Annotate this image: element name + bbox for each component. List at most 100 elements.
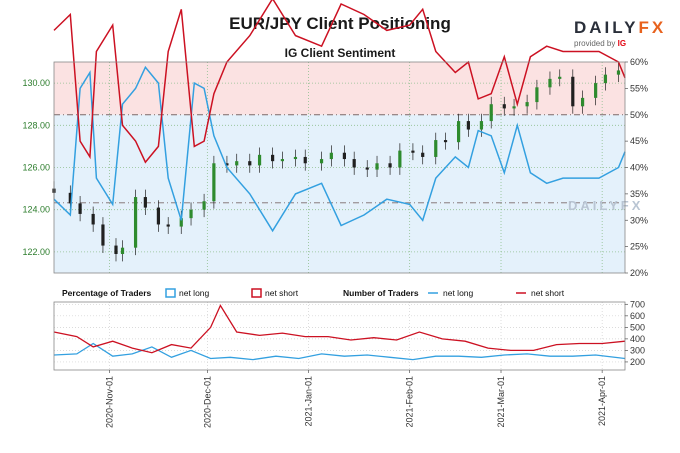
date-axis: 2020-Nov-01 2020-Dec-01 2021-Jan-01 2021-Fe… [104, 370, 607, 428]
candle-body [443, 140, 448, 143]
price-tick-label: 130.00 [22, 78, 50, 88]
percentage-axis: 60% 55% 50% 45% 40% 35% 30% 25% 20% [625, 57, 648, 278]
candle-body [189, 209, 193, 219]
candle-body [120, 247, 125, 255]
date-tick-label: 2021-Apr-01 [597, 376, 607, 426]
candle-body [179, 218, 183, 227]
count-tick-label: 300 [630, 345, 645, 355]
candle-body [571, 76, 575, 107]
percentage-tick-label: 50% [630, 110, 648, 120]
count-tick-label: 700 [630, 299, 645, 309]
logo-word-a: DAILY [574, 18, 639, 37]
legend-pct-title: Percentage of Traders [62, 288, 152, 298]
candle-body [375, 163, 379, 170]
chart-subtitle: IG Client Sentiment [284, 46, 396, 60]
candle-body [166, 224, 170, 227]
top-panel-lower-shade [54, 114, 625, 273]
candle-body [235, 161, 239, 166]
date-tick-label: 2020-Nov-01 [104, 376, 114, 428]
count-tick-label: 400 [630, 334, 645, 344]
percentage-tick-label: 60% [630, 57, 648, 67]
percentage-tick-label: 35% [630, 189, 648, 199]
candle-body [280, 159, 284, 162]
candle-body [535, 87, 539, 103]
legend: Percentage of Traders net long net short… [62, 288, 565, 298]
count-tick-label: 600 [630, 311, 645, 321]
candle-body [202, 201, 206, 210]
bottom-panel-grid [54, 302, 625, 370]
legend-num-short: net short [531, 288, 565, 298]
candle-body [342, 152, 346, 160]
candle-body [257, 154, 262, 166]
legend-pct-long: net long [179, 288, 210, 298]
logo-wordmark: DAILYFX [574, 18, 674, 38]
candle-body [548, 78, 552, 88]
candle-body [616, 70, 621, 75]
candle-body [329, 152, 333, 160]
top-panel-reference-lines [54, 114, 625, 204]
date-tick-label: 2020-Dec-01 [202, 376, 212, 428]
percentage-tick-label: 40% [630, 163, 648, 173]
top-panel-upper-shade [54, 62, 625, 115]
percentage-tick-label: 25% [630, 242, 648, 252]
percentage-tick-label: 55% [630, 83, 648, 93]
price-tick-label: 124.00 [22, 205, 50, 215]
dailyfx-watermark: DAILYFX [568, 198, 643, 213]
candle-body [101, 224, 105, 246]
candle-body [156, 207, 161, 225]
candle-body [225, 163, 229, 166]
candle-body [68, 192, 72, 204]
candle-body [365, 167, 369, 170]
candle-body [466, 121, 470, 130]
candle-body [502, 104, 506, 109]
count-tick-label: 500 [630, 322, 645, 332]
candle-body [456, 121, 461, 143]
candle-body [479, 121, 484, 130]
candle-body [558, 76, 562, 79]
percentage-tick-label: 30% [630, 215, 648, 225]
candle-body [388, 163, 392, 168]
price-tick-label: 122.00 [22, 247, 50, 257]
legend-pct-short-swatch [251, 288, 262, 298]
legend-pct-long-swatch [165, 288, 176, 298]
price-axis: 130.00 128.00 126.00 124.00 122.00 [22, 78, 50, 257]
candle-body [319, 159, 324, 164]
price-tick-label: 128.00 [22, 120, 50, 130]
candle-body [143, 197, 147, 208]
candle-body [293, 156, 298, 160]
candle-body [212, 163, 216, 202]
bottom-panel-frame [53, 301, 626, 371]
legend-num-long: net long [443, 288, 474, 298]
candle-body [594, 83, 598, 98]
candle-body [421, 152, 425, 157]
candle-body [78, 203, 82, 214]
candle-body [271, 154, 275, 162]
candle-body [489, 104, 493, 122]
logo-word-b: FX [638, 18, 667, 37]
candle-body [512, 106, 516, 109]
date-tick-label: 2021-Jan-01 [304, 376, 314, 427]
date-tick-label: 2021-Feb-01 [405, 376, 415, 428]
net-short-count-line [53, 304, 626, 354]
count-tick-label: 200 [630, 357, 645, 367]
date-tick-label: 2021-Mar-01 [496, 376, 506, 428]
logo-provided-by: provided by IG [574, 39, 674, 48]
net-short-percentage-line [53, 0, 626, 164]
percentage-tick-label: 45% [630, 136, 648, 146]
net-long-count-line [53, 342, 626, 361]
candle-body [91, 213, 95, 225]
ig-brand: IG [617, 39, 627, 48]
legend-num-title: Number of Traders [343, 288, 419, 298]
percentage-tick-label: 20% [630, 268, 648, 278]
dailyfx-logo: DAILYFX provided by IG [574, 18, 674, 48]
candle-body [114, 245, 118, 255]
candle-body [580, 97, 585, 107]
top-panel-grid [54, 62, 625, 273]
candle-body [352, 159, 356, 168]
candle-body [603, 74, 608, 84]
candle-body [248, 161, 252, 166]
net-long-percentage-line [53, 65, 626, 233]
candle-body [525, 102, 529, 107]
